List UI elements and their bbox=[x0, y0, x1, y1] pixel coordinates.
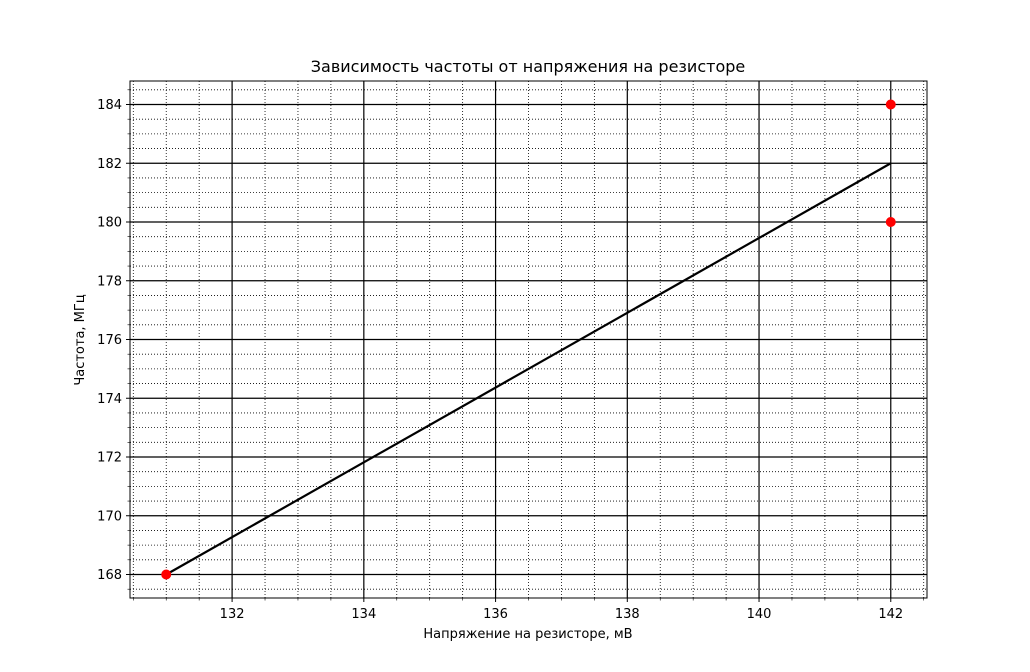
x-tick-label: 136 bbox=[483, 607, 508, 622]
y-tick-label: 176 bbox=[97, 333, 122, 348]
axis-ticks bbox=[126, 89, 925, 602]
fit-line bbox=[165, 162, 892, 576]
y-tick-labels: 168 170 172 174 176 178 180 182 184 bbox=[97, 98, 122, 583]
data-point bbox=[161, 569, 172, 580]
y-tick-label: 174 bbox=[97, 392, 122, 407]
plot-frame bbox=[129, 80, 928, 599]
y-tick-label: 182 bbox=[97, 157, 122, 172]
y-tick-label: 170 bbox=[97, 509, 122, 524]
data-point bbox=[885, 217, 896, 227]
y-tick-label: 180 bbox=[97, 216, 122, 231]
data-point bbox=[885, 99, 896, 110]
y-axis-title: Частота, МГц bbox=[73, 294, 88, 386]
y-tick-label: 178 bbox=[97, 274, 122, 289]
y-tick-label: 172 bbox=[97, 451, 122, 466]
series-layer bbox=[161, 99, 896, 580]
x-tick-label: 132 bbox=[220, 607, 245, 622]
y-tick-label: 184 bbox=[97, 98, 122, 113]
chart-title: Зависимость частоты от напряжения на рез… bbox=[311, 57, 745, 76]
y-tick-label: 168 bbox=[97, 568, 122, 583]
x-axis-title: Напряжение на резисторе, мВ bbox=[423, 627, 632, 642]
x-tick-labels: 132 134 136 138 140 142 bbox=[220, 607, 904, 622]
major-grid bbox=[130, 81, 927, 598]
x-tick-label: 142 bbox=[878, 607, 903, 622]
x-tick-label: 134 bbox=[351, 607, 376, 622]
x-tick-label: 140 bbox=[747, 607, 772, 622]
x-tick-label: 138 bbox=[615, 607, 640, 622]
